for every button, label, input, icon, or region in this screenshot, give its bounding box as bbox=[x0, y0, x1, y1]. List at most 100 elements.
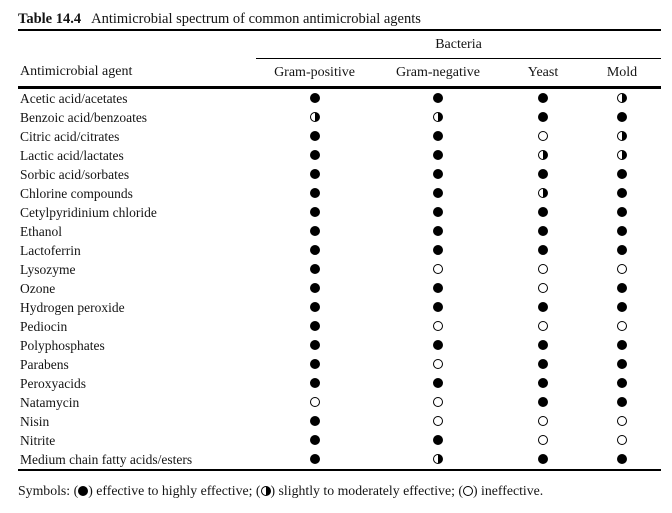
full-circle-icon bbox=[617, 359, 627, 370]
symbol-cell-gram-negative bbox=[373, 165, 503, 184]
empty-circle-icon bbox=[309, 397, 320, 408]
empty-circle-icon bbox=[538, 416, 548, 427]
full-circle-icon bbox=[538, 112, 548, 123]
empty-circle-icon bbox=[617, 321, 627, 332]
full-circle-icon bbox=[617, 112, 627, 123]
agent-name: Sorbic acid/sorbates bbox=[20, 166, 130, 182]
full-circle-icon bbox=[617, 340, 627, 351]
symbol-cell-gram-negative bbox=[373, 279, 503, 298]
full-circle-icon bbox=[433, 226, 443, 237]
symbol-cell-yeast bbox=[503, 108, 583, 127]
symbol-cell-mold bbox=[583, 241, 661, 260]
agent-name: Natamycin bbox=[20, 394, 80, 410]
symbol-cell-mold bbox=[583, 203, 661, 222]
full-circle-icon bbox=[538, 454, 548, 465]
table-row: Lactic acid/lactates bbox=[18, 146, 661, 165]
symbol-cell-gram-positive bbox=[256, 431, 373, 450]
symbol-cell-mold bbox=[583, 260, 661, 279]
full-circle-icon bbox=[309, 93, 320, 104]
full-circle-icon bbox=[433, 283, 443, 294]
agent-name: Medium chain fatty acids/esters bbox=[20, 451, 193, 467]
full-circle-icon bbox=[617, 378, 627, 389]
full-circle-icon bbox=[538, 93, 548, 104]
legend-label: slightly to moderately effective bbox=[278, 483, 452, 498]
agent-name: Peroxyacids bbox=[20, 375, 86, 391]
full-circle-icon bbox=[433, 435, 443, 446]
full-circle-icon bbox=[433, 207, 443, 218]
symbol-cell-gram-negative bbox=[373, 298, 503, 317]
agent-name: Nitrite bbox=[20, 432, 56, 448]
table-row: Chlorine compounds bbox=[18, 184, 661, 203]
symbol-cell-gram-positive bbox=[256, 165, 373, 184]
symbol-cell-gram-negative bbox=[373, 108, 503, 127]
symbol-cell-mold bbox=[583, 450, 661, 470]
empty-circle-icon bbox=[538, 435, 548, 446]
symbol-cell-gram-negative bbox=[373, 412, 503, 431]
symbol-cell-gram-positive bbox=[256, 241, 373, 260]
symbol-cell-yeast bbox=[503, 298, 583, 317]
symbol-cell-mold bbox=[583, 146, 661, 165]
full-circle-icon bbox=[309, 131, 320, 142]
symbol-cell-gram-negative bbox=[373, 336, 503, 355]
full-circle-icon bbox=[538, 245, 548, 256]
symbol-cell-gram-positive bbox=[256, 88, 373, 109]
symbol-cell-gram-positive bbox=[256, 108, 373, 127]
table-caption: Table 14.4 Antimicrobial spectrum of comm… bbox=[18, 9, 661, 29]
full-circle-icon bbox=[433, 131, 443, 142]
symbol-cell-gram-positive bbox=[256, 317, 373, 336]
symbol-cell-mold bbox=[583, 355, 661, 374]
symbol-cell-mold bbox=[583, 412, 661, 431]
symbol-cell-mold bbox=[583, 374, 661, 393]
full-circle-icon bbox=[433, 169, 443, 180]
agent-name: Nisin bbox=[20, 413, 50, 429]
empty-circle-icon bbox=[617, 435, 627, 446]
half-circle-icon bbox=[617, 131, 627, 142]
symbol-cell-gram-negative bbox=[373, 222, 503, 241]
symbol-cell-mold bbox=[583, 431, 661, 450]
symbol-cell-yeast bbox=[503, 450, 583, 470]
empty-circle-icon bbox=[617, 264, 627, 275]
table-row: Acetic acid/acetates bbox=[18, 88, 661, 109]
full-circle-icon bbox=[309, 302, 320, 313]
empty-circle-icon bbox=[433, 416, 443, 427]
table-row: Ozone bbox=[18, 279, 661, 298]
half-circle-icon bbox=[433, 454, 443, 465]
empty-circle-icon bbox=[538, 321, 548, 332]
table-row: Parabens bbox=[18, 355, 661, 374]
table-row: Natamycin bbox=[18, 393, 661, 412]
symbol-cell-yeast bbox=[503, 184, 583, 203]
legend-label: ineffective bbox=[481, 483, 540, 498]
group-header-spacer bbox=[18, 30, 256, 59]
agent-name: Benzoic acid/benzoates bbox=[20, 109, 148, 125]
full-circle-icon bbox=[617, 454, 627, 465]
full-circle-icon bbox=[309, 359, 320, 370]
full-circle-icon bbox=[538, 378, 548, 389]
table-row: Peroxyacids bbox=[18, 374, 661, 393]
table-row: Hydrogen peroxide bbox=[18, 298, 661, 317]
column-header-yeast: Yeast bbox=[503, 58, 583, 89]
symbol-cell-gram-negative bbox=[373, 88, 503, 109]
table-row: Ethanol bbox=[18, 222, 661, 241]
full-circle-icon bbox=[433, 150, 443, 161]
symbol-cell-gram-negative bbox=[373, 146, 503, 165]
symbol-cell-gram-positive bbox=[256, 146, 373, 165]
legend-empty-circle-icon bbox=[463, 485, 473, 496]
column-header-gram-positive: Gram-positive bbox=[256, 58, 373, 89]
full-circle-icon bbox=[538, 226, 548, 237]
table-row: Pediocin bbox=[18, 317, 661, 336]
half-circle-icon bbox=[617, 150, 627, 161]
full-circle-icon bbox=[309, 435, 320, 446]
empty-circle-icon bbox=[538, 264, 548, 275]
symbol-cell-mold bbox=[583, 298, 661, 317]
empty-circle-icon bbox=[433, 321, 443, 332]
agent-name: Lactic acid/lactates bbox=[20, 147, 124, 163]
full-circle-icon bbox=[617, 302, 627, 313]
symbol-cell-yeast bbox=[503, 317, 583, 336]
table-row: Polyphosphates bbox=[18, 336, 661, 355]
symbol-cell-yeast bbox=[503, 393, 583, 412]
full-circle-icon bbox=[309, 283, 320, 294]
full-circle-icon bbox=[433, 378, 443, 389]
symbol-cell-mold bbox=[583, 165, 661, 184]
symbol-cell-mold bbox=[583, 317, 661, 336]
symbol-cell-mold bbox=[583, 88, 661, 109]
